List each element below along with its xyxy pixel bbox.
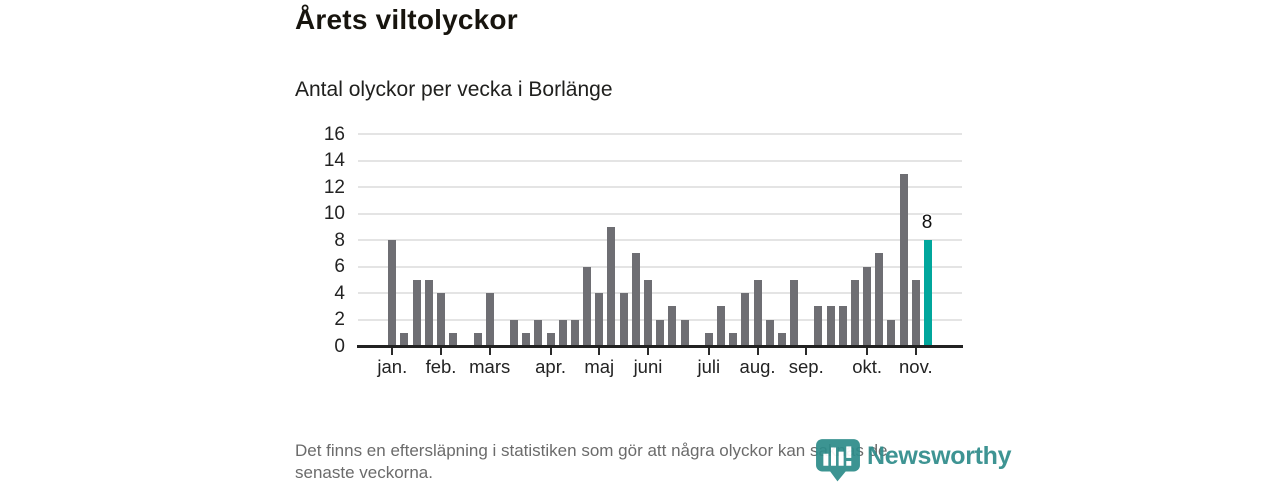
newsworthy-logo-text: Newsworthy (867, 442, 1011, 471)
bar (607, 227, 615, 346)
bar (912, 280, 920, 346)
y-axis-tick-label: 0 (255, 337, 345, 356)
bar (547, 333, 555, 346)
y-axis-tick-label: 2 (255, 310, 345, 329)
bar (851, 280, 859, 346)
bar-chart-pin-icon (815, 438, 861, 482)
y-gridline (358, 239, 962, 241)
bar (729, 333, 737, 346)
bar (522, 333, 530, 346)
bar (388, 240, 396, 346)
bar (717, 306, 725, 346)
bar (766, 320, 774, 347)
bar (559, 320, 567, 347)
x-axis-tick (915, 348, 917, 355)
bar (583, 267, 591, 347)
y-axis-tick-label: 12 (255, 178, 345, 197)
footnote-line: Det finns en eftersläpning i statistiken… (295, 440, 887, 462)
y-axis-tick-label: 14 (255, 151, 345, 170)
bar (413, 280, 421, 346)
y-gridline (358, 133, 962, 135)
bar (668, 306, 676, 346)
x-axis-tick (757, 348, 759, 355)
x-axis-tick (489, 348, 491, 355)
y-axis-tick-label: 6 (255, 257, 345, 276)
y-gridline (358, 213, 962, 215)
x-axis-month-label: sep. (774, 356, 838, 378)
bar (741, 293, 749, 346)
newsworthy-logo: Newsworthy (815, 438, 1011, 482)
x-axis-line (357, 345, 963, 348)
y-axis-tick-label: 16 (255, 125, 345, 144)
bar (863, 267, 871, 347)
bar (754, 280, 762, 346)
bar (437, 293, 445, 346)
bar (814, 306, 822, 346)
bar (632, 253, 640, 346)
bar (400, 333, 408, 346)
bar (620, 293, 628, 346)
x-axis-month-label: nov. (884, 356, 948, 378)
y-axis-tick-label: 8 (255, 231, 345, 250)
x-axis-month-label: juni (616, 356, 680, 378)
x-axis-month-label: mars (458, 356, 522, 378)
bar (425, 280, 433, 346)
bar (887, 320, 895, 347)
bar (681, 320, 689, 347)
highlight-value-label: 8 (909, 212, 945, 234)
bar-highlighted (924, 240, 932, 346)
y-gridline (358, 292, 962, 294)
bar (827, 306, 835, 346)
bar (875, 253, 883, 346)
x-axis-tick (598, 348, 600, 355)
x-axis-tick (550, 348, 552, 355)
chart-footnote: Det finns en eftersläpning i statistiken… (295, 440, 887, 483)
bar (900, 174, 908, 346)
bar (486, 293, 494, 346)
y-gridline (358, 186, 962, 188)
bar (644, 280, 652, 346)
bar (449, 333, 457, 346)
x-axis-tick (708, 348, 710, 355)
x-axis-tick (440, 348, 442, 355)
bar (571, 320, 579, 347)
y-axis-tick-label: 10 (255, 204, 345, 223)
bar (510, 320, 518, 347)
y-gridline (358, 160, 962, 162)
x-axis-tick (647, 348, 649, 355)
bar (790, 280, 798, 346)
bar (474, 333, 482, 346)
y-axis-tick-label: 4 (255, 284, 345, 303)
bar (595, 293, 603, 346)
y-gridline (358, 266, 962, 268)
bar (534, 320, 542, 347)
x-axis-tick (805, 348, 807, 355)
x-axis-tick (391, 348, 393, 355)
bar (656, 320, 664, 347)
bar (778, 333, 786, 346)
x-axis-tick (866, 348, 868, 355)
bar (705, 333, 713, 346)
bar (839, 306, 847, 346)
